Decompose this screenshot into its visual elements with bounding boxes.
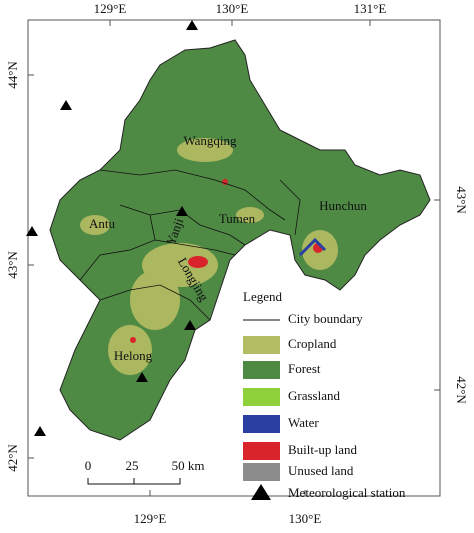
station-markers xyxy=(26,20,198,436)
scale-bar xyxy=(87,478,181,485)
lon-label: 130°E xyxy=(289,511,322,526)
legend-label: Built-up land xyxy=(288,442,357,457)
lat-label: 43°N xyxy=(5,251,20,279)
legend-label: Grassland xyxy=(288,388,340,403)
legend: Legend City boundary Meteorological stat… xyxy=(243,289,406,500)
legend-label: Water xyxy=(288,415,319,430)
legend-label: City boundary xyxy=(288,311,363,326)
lon-label: 131°E xyxy=(354,1,387,16)
scale-label: 50 km xyxy=(172,458,205,473)
legend-title: Legend xyxy=(243,289,282,304)
legend-label: Meteorological station xyxy=(288,485,406,500)
lon-label: 130°E xyxy=(216,1,249,16)
legend-label: Forest xyxy=(288,361,321,376)
scale-label: 0 xyxy=(85,458,92,473)
river xyxy=(298,237,327,257)
place-label: Wangqing xyxy=(183,133,237,148)
place-label: Hunchun xyxy=(319,198,367,213)
graticule-ticks xyxy=(28,20,440,496)
legend-label: Unused land xyxy=(288,463,354,478)
legend-station-icon xyxy=(251,484,271,500)
scale-label: 25 xyxy=(126,458,139,473)
legend-swatch xyxy=(243,415,280,433)
legend-swatch xyxy=(243,388,280,406)
place-label: Antu xyxy=(89,216,116,231)
legend-label: Cropland xyxy=(288,336,337,351)
place-label: Tumen xyxy=(219,211,256,226)
place-label: Helong xyxy=(114,348,153,363)
lat-label: 42°N xyxy=(5,444,20,472)
legend-swatch xyxy=(243,442,280,460)
lon-label: 129°E xyxy=(134,511,167,526)
legend-swatch xyxy=(243,463,280,481)
legend-swatch xyxy=(243,361,280,379)
lon-label: 129°E xyxy=(94,1,127,16)
city-boundaries xyxy=(79,169,301,321)
lat-label: 42°N xyxy=(454,376,469,404)
lat-label: 43°N xyxy=(454,186,469,214)
lat-label: 44°N xyxy=(5,61,20,89)
legend-swatch xyxy=(243,336,280,354)
